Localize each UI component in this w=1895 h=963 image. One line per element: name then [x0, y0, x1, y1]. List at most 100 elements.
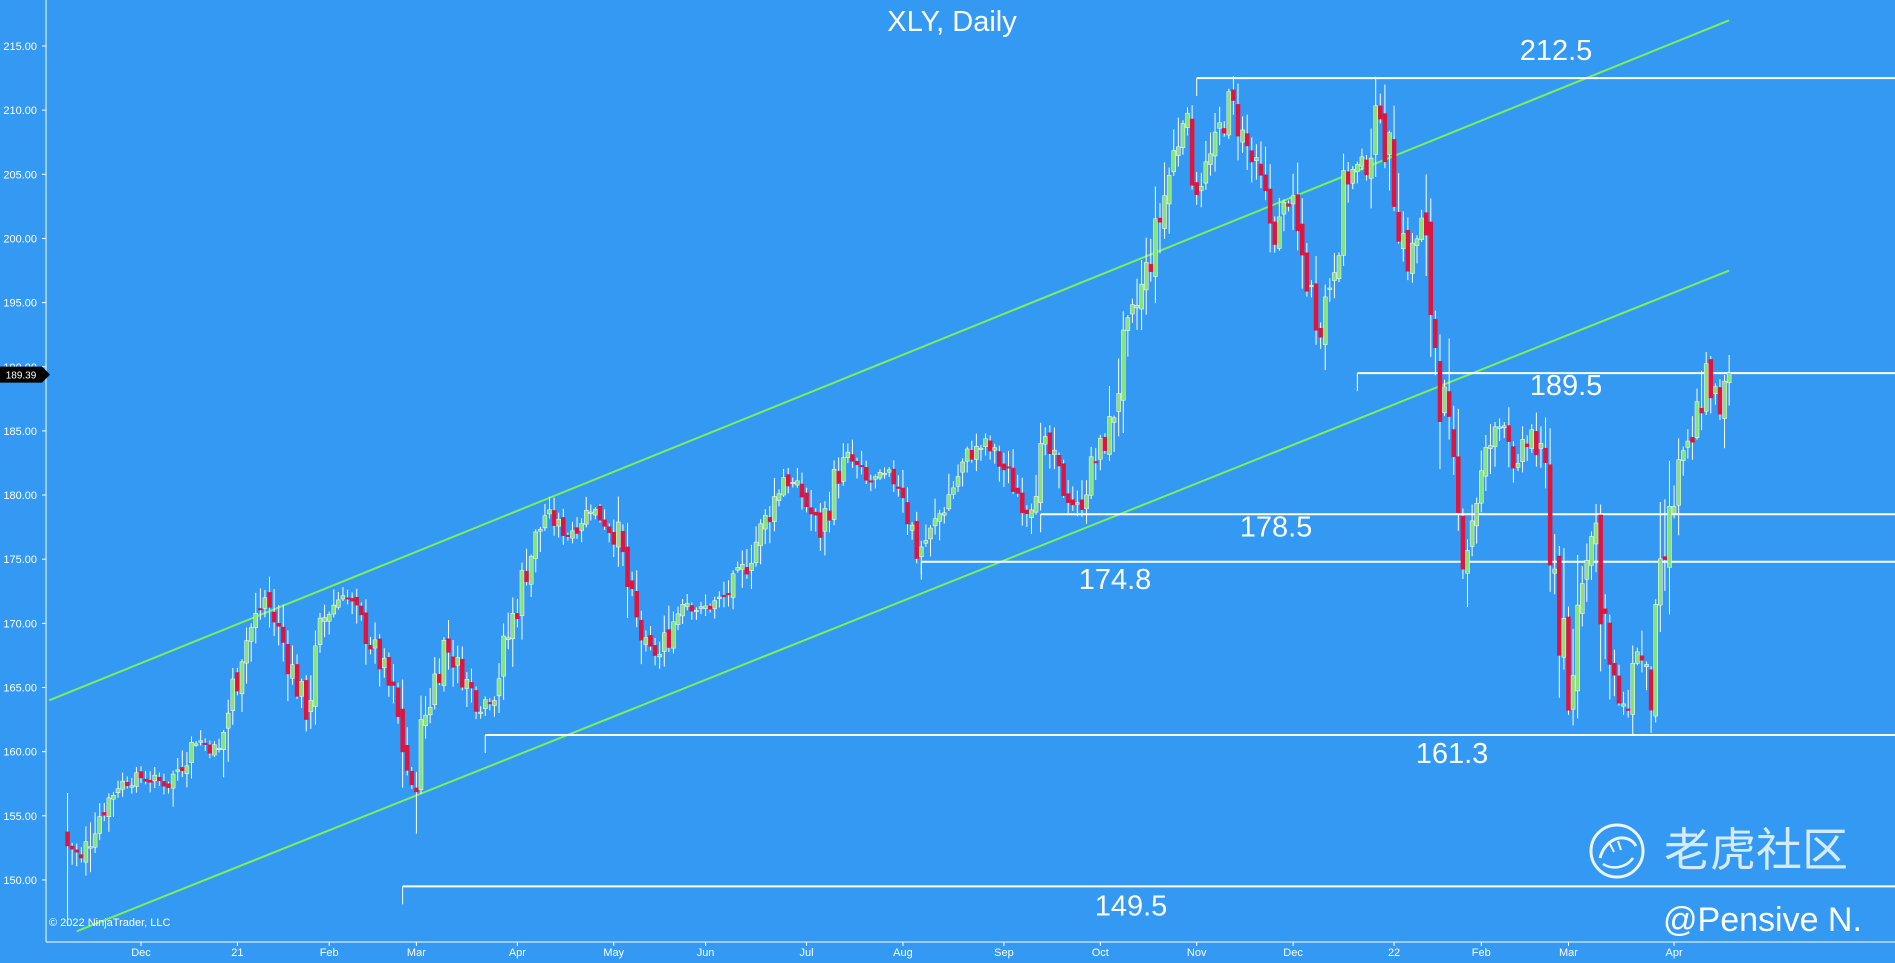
- candle-down: [905, 502, 910, 525]
- candle-up: [432, 673, 438, 705]
- candle-up: [492, 700, 497, 706]
- candle-up: [942, 512, 947, 516]
- candle-down: [1244, 133, 1250, 147]
- candle-down: [1616, 675, 1622, 704]
- candle-up: [248, 627, 254, 642]
- candle-down: [487, 702, 493, 705]
- candle-up: [1153, 218, 1158, 277]
- y-tick-label: 185.00: [3, 426, 37, 438]
- x-tick-label: 21: [231, 947, 243, 959]
- candle-up: [193, 743, 199, 746]
- y-tick-label: 175.00: [3, 554, 37, 566]
- candle-up: [1185, 112, 1190, 128]
- candle-up: [1561, 618, 1567, 658]
- candle-up: [1575, 604, 1580, 692]
- candle-up: [1538, 443, 1544, 449]
- candle-up: [1309, 285, 1314, 288]
- candle-down: [1258, 163, 1264, 176]
- level-label: 174.8: [1079, 564, 1152, 596]
- candle-up: [189, 742, 194, 763]
- candle-down: [1102, 436, 1108, 451]
- candle-down: [446, 638, 451, 653]
- candle-up: [1520, 439, 1525, 462]
- candle-down: [634, 590, 639, 618]
- candle-up: [115, 788, 121, 794]
- candle-up: [478, 711, 483, 714]
- candle-up: [547, 509, 552, 515]
- candle-down: [1456, 456, 1461, 514]
- candle-up: [1419, 217, 1424, 240]
- candle-up: [1277, 216, 1282, 249]
- candle-down: [450, 656, 456, 668]
- candle-up: [221, 731, 226, 750]
- candle-down: [65, 831, 70, 847]
- candle-down: [1079, 499, 1085, 510]
- candle-up: [1240, 129, 1245, 143]
- x-tick-label: 22: [1388, 947, 1400, 959]
- candle-up: [932, 518, 938, 527]
- candle-up: [1465, 550, 1470, 574]
- candle-down: [629, 580, 635, 590]
- candle-up: [1401, 233, 1406, 249]
- x-tick-label: Feb: [1472, 947, 1491, 959]
- candle-down: [891, 468, 897, 485]
- candle-up: [1111, 417, 1117, 423]
- candle-up: [1671, 506, 1677, 514]
- candle-down: [271, 611, 277, 623]
- y-tick-label: 210.00: [3, 105, 37, 117]
- candle-down: [391, 681, 396, 686]
- candle-up: [326, 614, 332, 622]
- candle-up: [1653, 604, 1658, 717]
- candle-up: [212, 744, 217, 756]
- candle-down: [868, 480, 874, 483]
- candle-up: [1630, 662, 1635, 715]
- candle-up: [1635, 651, 1640, 664]
- candle-up: [239, 661, 245, 695]
- candle-down: [354, 597, 359, 606]
- candle-down: [74, 849, 79, 853]
- x-tick-label: Sep: [994, 947, 1014, 959]
- candle-down: [827, 510, 832, 521]
- candle-up: [1171, 150, 1176, 173]
- candle-up: [740, 564, 745, 570]
- candle-down: [1263, 174, 1268, 192]
- candle-down: [414, 787, 419, 793]
- candle-up: [923, 540, 929, 544]
- candle-down: [1061, 463, 1066, 496]
- candle-up: [717, 596, 722, 600]
- candle-down: [203, 742, 208, 745]
- candle-up: [1515, 463, 1521, 468]
- candle-down: [473, 690, 479, 712]
- candle-up: [1162, 195, 1167, 229]
- candle-down: [161, 781, 167, 787]
- x-tick-label: Apr: [1665, 947, 1682, 959]
- candle-up: [1143, 262, 1149, 291]
- candle-up: [1529, 429, 1535, 449]
- x-tick-label: Aug: [893, 947, 913, 959]
- candle-up: [1180, 123, 1186, 148]
- candle-down: [157, 776, 162, 782]
- candle-up: [538, 528, 543, 532]
- candle-up: [928, 527, 933, 540]
- candle-up: [418, 719, 424, 790]
- candle-down: [551, 510, 557, 526]
- candle-up: [111, 794, 116, 800]
- candle-up: [1410, 242, 1415, 274]
- y-tick-label: 165.00: [3, 683, 37, 695]
- candle-up: [1098, 437, 1103, 460]
- candle-up: [1501, 425, 1507, 429]
- candle-down: [368, 644, 373, 650]
- candle-down: [400, 708, 405, 753]
- candle-down: [1708, 359, 1714, 399]
- candle-up: [1552, 568, 1557, 574]
- y-tick-label: 195.00: [3, 298, 37, 310]
- candle-down: [1300, 223, 1305, 256]
- candle-up: [528, 556, 534, 585]
- candle-down: [565, 534, 571, 537]
- candle-down: [611, 532, 617, 545]
- candle-down: [377, 638, 382, 670]
- candle-up: [675, 613, 681, 625]
- candle-down: [896, 486, 901, 489]
- candle-up: [781, 477, 786, 496]
- candle-up: [1442, 386, 1447, 414]
